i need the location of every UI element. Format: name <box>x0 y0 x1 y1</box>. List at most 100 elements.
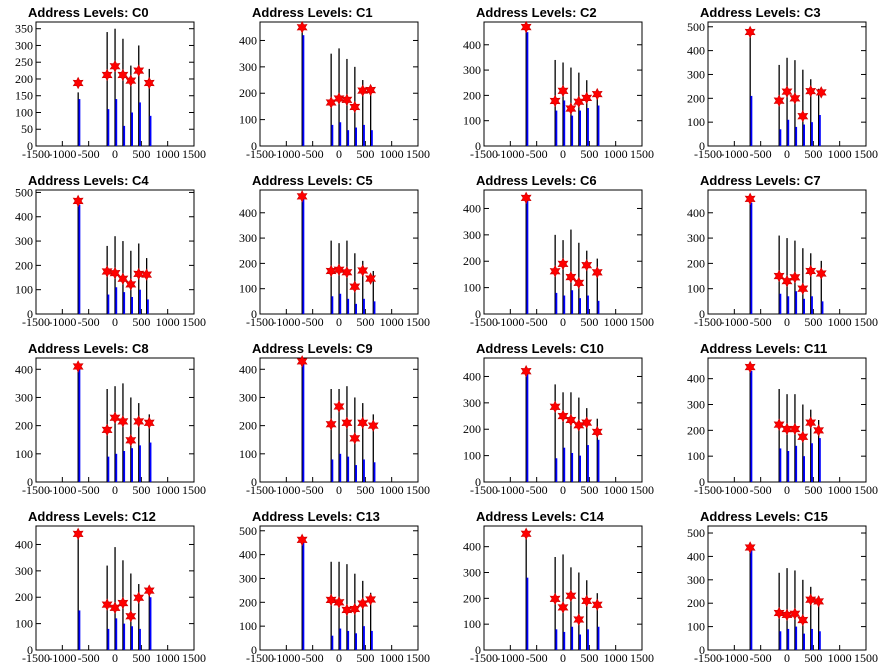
data-spike <box>803 298 805 314</box>
x-tick-label: -500 <box>750 315 772 329</box>
y-tick-label: 100 <box>463 617 481 631</box>
x-tick-label: 0 <box>560 315 566 329</box>
x-tick-label: 1000 <box>380 315 404 329</box>
y-tick-label: 100 <box>15 105 33 119</box>
x-tick-label: -500 <box>302 315 324 329</box>
peak-marker-star <box>815 86 827 99</box>
x-tick-label: 0 <box>336 315 342 329</box>
data-spike <box>587 445 589 482</box>
address-spike <box>562 62 564 147</box>
address-spike <box>749 544 751 650</box>
peak-marker-star <box>143 584 155 597</box>
peak-marker-star <box>773 94 785 107</box>
data-spike <box>363 124 365 146</box>
x-tick-label: -500 <box>78 651 100 665</box>
data-spike <box>803 456 805 482</box>
y-tick-label: 300 <box>15 234 33 248</box>
data-spike <box>579 634 581 650</box>
data-spike <box>803 124 805 146</box>
x-tick-label: 0 <box>112 147 118 161</box>
x-tick-label: -1000 <box>496 483 524 497</box>
address-spike <box>372 270 374 314</box>
address-spike <box>818 420 820 482</box>
peak-marker-star <box>565 270 577 284</box>
x-tick-label: 1500 <box>182 315 206 329</box>
y-tick-label: 0 <box>27 475 33 489</box>
address-spike <box>586 408 588 482</box>
y-tick-label: 0 <box>27 643 33 657</box>
x-tick-label: 1000 <box>604 651 628 665</box>
data-spike <box>811 443 813 482</box>
data-spike <box>123 292 126 314</box>
y-tick-label: 100 <box>687 115 705 129</box>
address-spike <box>370 93 372 146</box>
data-spike <box>779 448 782 482</box>
x-tick-label: -500 <box>750 483 772 497</box>
address-spike <box>122 383 124 482</box>
x-tick-label: 1500 <box>854 651 878 665</box>
peak-marker-star <box>565 102 577 115</box>
address-spike <box>114 386 116 482</box>
peak-marker-star <box>365 593 377 606</box>
x-tick-label: -1500 <box>22 147 50 161</box>
y-tick-label: 400 <box>463 38 481 52</box>
peak-marker-star <box>557 257 569 271</box>
peak-marker-star <box>325 417 337 431</box>
y-tick-label: 300 <box>15 390 33 404</box>
y-tick-label: 300 <box>239 390 257 404</box>
x-tick-label: -1000 <box>272 315 300 329</box>
data-spike <box>107 628 110 650</box>
x-tick-label: 1500 <box>406 651 430 665</box>
panel-title: Address Levels: C11 <box>700 341 828 356</box>
peak-marker-star <box>143 76 155 90</box>
y-tick-label: 300 <box>239 60 257 74</box>
address-spike <box>810 586 812 650</box>
y-tick-label: 0 <box>699 139 705 153</box>
data-spike <box>571 626 574 650</box>
data-spike <box>571 452 574 482</box>
x-tick-label: 0 <box>112 651 118 665</box>
data-spike <box>555 458 558 482</box>
histogram-plot: 0 100 200 300 400 -1500-1000 -500 0 500 1000 1500 <box>239 189 430 329</box>
x-tick-label: 500 <box>132 651 150 665</box>
y-tick-label: 100 <box>239 447 257 461</box>
data-spike <box>339 453 342 482</box>
peak-marker-star <box>349 280 361 293</box>
x-tick-label: -500 <box>526 147 548 161</box>
address-spike <box>810 79 812 146</box>
data-spike <box>107 109 110 146</box>
y-tick-label: 100 <box>463 281 481 295</box>
x-tick-label: 500 <box>804 315 822 329</box>
peak-marker-star <box>357 416 369 430</box>
histogram-panel: Address Levels: C0 0 50 100 150 200 250 300 350 -… <box>0 0 224 168</box>
peak-marker-star <box>333 596 345 609</box>
address-spike <box>525 195 527 314</box>
address-spike <box>362 580 364 650</box>
y-tick-label: 0 <box>699 307 705 321</box>
peak-marker-star <box>797 109 809 123</box>
y-tick-label: 200 <box>463 88 481 102</box>
peak-marker-star <box>72 360 84 373</box>
y-tick-label: 0 <box>475 139 481 153</box>
y-tick-label: 300 <box>239 231 257 245</box>
peak-marker-star <box>101 68 113 82</box>
data-spike <box>803 633 805 650</box>
peak-marker-star <box>773 418 785 431</box>
address-spike <box>146 258 148 314</box>
y-tick-label: 300 <box>15 38 33 52</box>
address-spike <box>586 80 588 146</box>
x-tick-label: -1500 <box>22 651 50 665</box>
address-spike <box>596 418 598 482</box>
y-tick-label: 50 <box>21 122 33 136</box>
peak-marker-star <box>72 527 84 541</box>
peak-marker-star <box>117 68 129 82</box>
x-tick-label: 0 <box>784 483 790 497</box>
address-spike <box>138 45 140 147</box>
y-tick-label: 300 <box>239 571 257 585</box>
data-spike <box>339 628 342 650</box>
y-tick-label: 300 <box>15 564 33 578</box>
peak-marker-star <box>789 271 801 284</box>
data-spike <box>139 289 141 314</box>
data-spike <box>571 290 574 314</box>
data-spike <box>819 438 821 482</box>
